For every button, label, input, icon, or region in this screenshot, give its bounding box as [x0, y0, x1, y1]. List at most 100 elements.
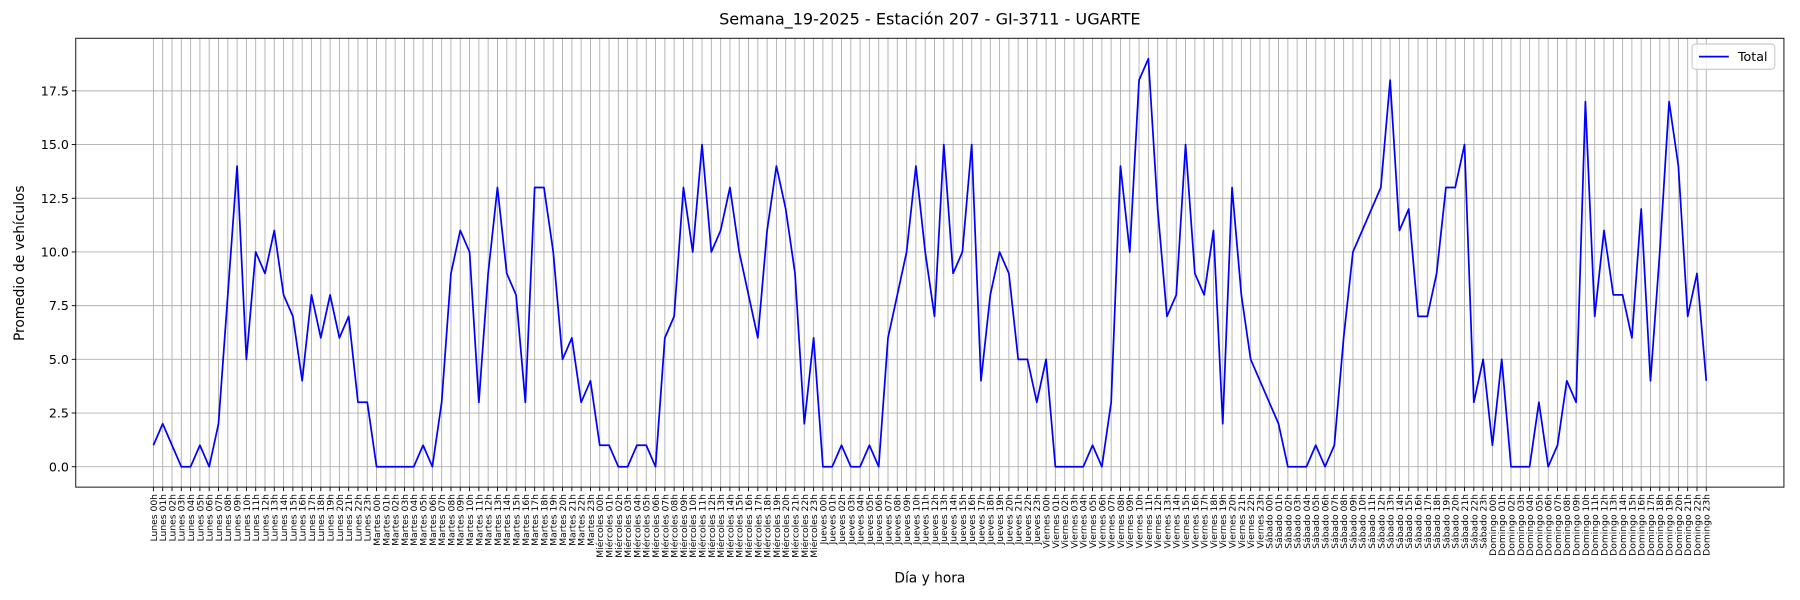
x-tick-label: Viernes 00h — [1042, 494, 1053, 549]
x-tick-label: Miércoles 11h — [697, 494, 708, 558]
x-tick-label: Jueves 11h — [921, 494, 932, 546]
x-tick-label: Miércoles 10h — [688, 494, 699, 558]
x-tick-label: Jueves 12h — [930, 494, 941, 546]
x-tick-label: Martes 14h — [502, 494, 513, 546]
y-tick-label: 5.0 — [49, 352, 69, 367]
x-tick-label: Domingo 02h — [1506, 494, 1517, 556]
x-tick-label: Sábado 03h — [1293, 494, 1304, 549]
legend-box — [1691, 43, 1776, 70]
x-tick-label: Miércoles 04h — [632, 494, 643, 558]
x-tick-label: Domingo 07h — [1553, 494, 1564, 556]
x-tick-label: Domingo 17h — [1646, 494, 1657, 556]
x-tick-label: Lunes 17h — [307, 494, 318, 542]
x-tick-label: Jueves 21h — [1014, 494, 1025, 546]
x-tick-label: Jueves 00h — [818, 494, 829, 546]
y-tick-label: 2.5 — [49, 406, 69, 421]
x-tick-label: Domingo 14h — [1618, 494, 1629, 556]
x-tick-label: Viernes 04h — [1079, 494, 1090, 549]
x-tick-label: Miércoles 02h — [614, 494, 625, 558]
x-tick-label: Lunes 21h — [344, 494, 355, 542]
x-tick-label: Martes 19h — [549, 494, 560, 546]
x-tick-label: Lunes 18h — [316, 494, 327, 542]
x-tick-label: Sábado 16h — [1413, 494, 1424, 549]
x-tick-label: Viernes 01h — [1051, 494, 1062, 549]
x-tick-label: Jueves 01h — [828, 494, 839, 546]
y-tick-label: 7.5 — [49, 298, 69, 313]
x-tick-label: Martes 01h — [381, 494, 392, 546]
x-tick-label: Domingo 16h — [1637, 494, 1648, 556]
x-tick-label: Lunes 00h — [149, 494, 160, 542]
x-tick-label: Viernes 07h — [1107, 494, 1118, 549]
x-tick-label: Viernes 06h — [1097, 494, 1108, 549]
x-tick-label: Lunes 06h — [205, 494, 216, 542]
x-tick-label: Jueves 14h — [949, 494, 960, 546]
x-tick-label: Lunes 19h — [326, 494, 337, 542]
x-tick-label: Sábado 10h — [1358, 494, 1369, 549]
x-tick-label: Viernes 18h — [1209, 494, 1220, 549]
x-tick-label: Lunes 14h — [279, 494, 290, 542]
x-tick-label: Martes 10h — [465, 494, 476, 546]
x-tick-label: Sábado 14h — [1395, 494, 1406, 549]
x-tick-label: Domingo 05h — [1534, 494, 1545, 556]
x-tick-label: Jueves 19h — [995, 494, 1006, 546]
x-tick-label: Sábado 01h — [1274, 494, 1285, 549]
x-tick-label: Martes 09h — [456, 494, 467, 546]
chart-title: Semana_19-2025 - Estación 207 - GI-3711 … — [719, 9, 1140, 29]
x-tick-label: Domingo 21h — [1683, 494, 1694, 556]
x-tick-label: Jueves 07h — [883, 494, 894, 546]
x-tick-label: Sábado 04h — [1302, 494, 1313, 549]
x-tick-label: Sábado 09h — [1348, 494, 1359, 549]
x-tick-label: Sábado 15h — [1404, 494, 1415, 549]
line-series — [152, 57, 1708, 468]
x-tick-label: Martes 02h — [391, 494, 402, 546]
x-tick-label: Miércoles 18h — [763, 494, 774, 558]
y-tick-label: 10.0 — [41, 245, 69, 260]
x-tick-label: Domingo 15h — [1627, 494, 1638, 556]
x-tick-label: Martes 06h — [428, 494, 439, 546]
x-tick-label: Lunes 05h — [195, 494, 206, 542]
x-tick-label: Martes 12h — [484, 494, 495, 546]
x-tick-label: Viernes 19h — [1218, 494, 1229, 549]
x-tick-label: Jueves 02h — [837, 494, 848, 546]
x-tick-label: Sábado 22h — [1469, 494, 1480, 549]
x-tick-label: Miércoles 01h — [604, 494, 615, 558]
x-tick-label: Martes 16h — [521, 494, 532, 546]
x-tick-label: Lunes 01h — [158, 494, 169, 542]
x-tick-label: Miércoles 14h — [725, 494, 736, 558]
x-tick-label: Miércoles 07h — [660, 494, 671, 558]
x-tick-label: Martes 22h — [577, 494, 588, 546]
x-tick-label: Jueves 17h — [976, 494, 987, 546]
x-tick-label: Sábado 23h — [1479, 494, 1490, 549]
y-tick-label: 12.5 — [41, 191, 69, 206]
x-tick-label: Sábado 07h — [1330, 494, 1341, 549]
x-tick-label: Miércoles 03h — [623, 494, 634, 558]
x-tick-label: Domingo 22h — [1692, 494, 1703, 556]
x-tick-label: Jueves 08h — [893, 494, 904, 546]
x-tick-label: Sábado 13h — [1386, 494, 1397, 549]
x-tick-label: Miércoles 15h — [735, 494, 746, 558]
x-tick-label: Lunes 09h — [233, 494, 244, 542]
legend: Total — [1691, 43, 1776, 70]
x-tick-label: Martes 00h — [372, 494, 383, 546]
x-tick-label: Viernes 05h — [1088, 494, 1099, 549]
x-tick-label: Sábado 02h — [1283, 494, 1294, 549]
x-tick-label: Lunes 11h — [251, 494, 262, 542]
x-tick-label: Lunes 15h — [288, 494, 299, 542]
x-tick-label: Martes 07h — [437, 494, 448, 546]
x-tick-label: Lunes 20h — [335, 494, 346, 542]
x-tick-label: Viernes 16h — [1190, 494, 1201, 549]
x-tick-label: Martes 04h — [409, 494, 420, 546]
x-tick-label: Lunes 07h — [214, 494, 225, 542]
x-tick-label: Domingo 03h — [1516, 494, 1527, 556]
x-tick-label: Lunes 13h — [270, 494, 281, 542]
x-tick-label: Viernes 08h — [1116, 494, 1127, 549]
x-tick-label: Domingo 12h — [1599, 494, 1610, 556]
x-tick-label: Miércoles 09h — [679, 494, 690, 558]
x-tick-label: Martes 13h — [493, 494, 504, 546]
x-tick-label: Domingo 13h — [1609, 494, 1620, 556]
x-tick-label: Lunes 12h — [260, 494, 271, 542]
y-tick-label: 15.0 — [41, 137, 69, 152]
